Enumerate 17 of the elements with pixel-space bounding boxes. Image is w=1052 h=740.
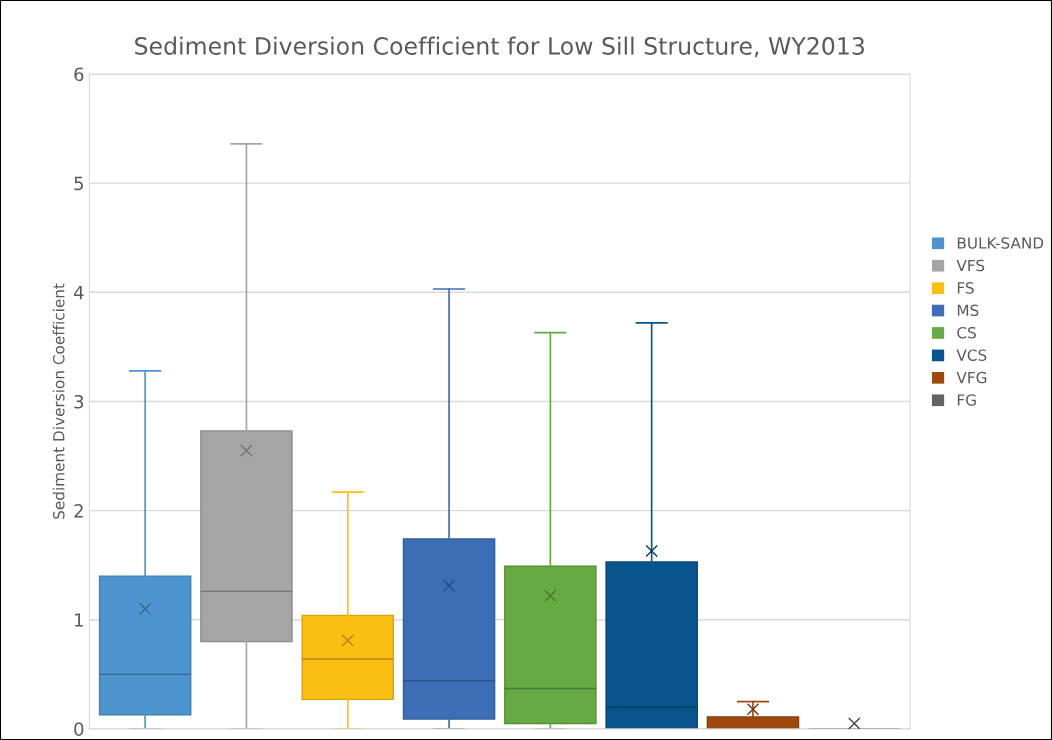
- legend-label: VFS: [956, 259, 985, 272]
- legend-label: VFG: [956, 371, 987, 384]
- y-tick-label: 5: [74, 176, 83, 191]
- y-tick-label: 4: [73, 286, 84, 300]
- legend-label: FG: [957, 394, 976, 406]
- y-tick-label: 0: [74, 722, 84, 737]
- chart-title: Sediment Diversion Coefficient for Low Sill Structure, WY2013: [135, 36, 864, 58]
- y-tick-label: 6: [74, 67, 84, 82]
- legend-label: MS: [957, 304, 979, 317]
- legend-label: FS: [957, 282, 974, 294]
- y-tick-label: 1: [75, 613, 83, 627]
- legend-label: BULK-SAND: [957, 237, 1044, 249]
- y-tick-label: 3: [74, 394, 84, 409]
- y-tick-label: 2: [74, 504, 83, 518]
- legend-label: CS: [957, 326, 976, 339]
- legend-label: VCS: [956, 349, 987, 361]
- y-axis-title: Sediment Diversion Coefficient: [52, 283, 65, 519]
